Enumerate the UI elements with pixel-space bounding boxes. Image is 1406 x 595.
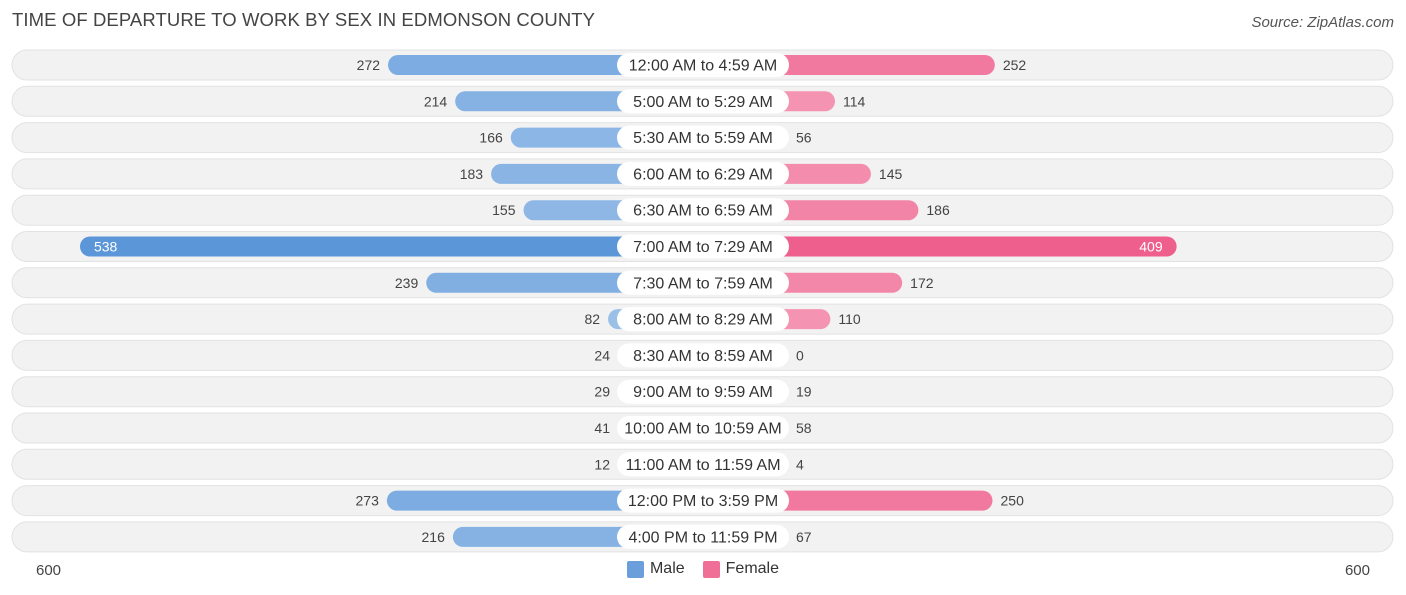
axis-right-label: 600 bbox=[1344, 562, 1370, 579]
category-pill bbox=[617, 89, 789, 114]
male-value-label: 183 bbox=[460, 166, 484, 182]
category-label: 10:00 AM to 10:59 AM bbox=[624, 421, 781, 438]
male-bar bbox=[79, 236, 704, 257]
male-value-label: 273 bbox=[356, 493, 380, 509]
female-value-label: 409 bbox=[1139, 239, 1163, 255]
category-label: 7:30 AM to 7:59 AM bbox=[633, 275, 773, 292]
legend-swatch-female bbox=[702, 560, 720, 578]
category-label: 8:00 AM to 8:29 AM bbox=[633, 312, 773, 329]
female-value-label: 0 bbox=[796, 347, 804, 363]
legend-item-female[interactable]: Female bbox=[702, 560, 780, 578]
legend-label-male: Male bbox=[649, 560, 685, 577]
female-value-label: 186 bbox=[926, 202, 950, 218]
category-label: 12:00 PM to 3:59 PM bbox=[628, 493, 778, 510]
female-value-label: 58 bbox=[796, 420, 812, 436]
female-bar bbox=[703, 236, 1177, 257]
category-label: 6:30 AM to 6:59 AM bbox=[633, 203, 773, 220]
category-pill bbox=[617, 379, 789, 404]
female-value-label: 56 bbox=[796, 130, 812, 146]
female-value-label: 252 bbox=[1003, 57, 1027, 73]
female-value-label: 110 bbox=[838, 311, 861, 327]
category-label: 11:00 AM to 11:59 AM bbox=[625, 457, 780, 474]
male-value-label: 216 bbox=[422, 529, 446, 545]
category-pill bbox=[617, 488, 789, 513]
legend-swatch-male bbox=[626, 560, 644, 578]
female-value-label: 67 bbox=[796, 529, 812, 545]
legend-label-female: Female bbox=[725, 560, 780, 577]
category-pill bbox=[617, 524, 789, 549]
male-value-label: 24 bbox=[594, 347, 610, 363]
category-label: 5:30 AM to 5:59 AM bbox=[633, 130, 773, 147]
legend: Male Female bbox=[0, 560, 1406, 578]
female-value-label: 172 bbox=[910, 275, 934, 291]
category-label: 8:30 AM to 8:59 AM bbox=[633, 348, 773, 365]
category-pill bbox=[617, 270, 789, 295]
male-value-label: 239 bbox=[395, 275, 419, 291]
category-label: 4:00 PM to 11:59 PM bbox=[628, 529, 777, 546]
source-label: Source: ZipAtlas.com bbox=[1251, 14, 1394, 31]
female-value-label: 114 bbox=[843, 93, 866, 109]
male-value-label: 29 bbox=[594, 384, 610, 400]
category-pill bbox=[617, 307, 789, 332]
male-value-label: 155 bbox=[492, 202, 516, 218]
category-pill bbox=[617, 234, 789, 259]
category-pill bbox=[617, 125, 789, 150]
male-value-label: 166 bbox=[479, 130, 503, 146]
male-value-label: 214 bbox=[424, 93, 448, 109]
male-value-label: 12 bbox=[594, 456, 610, 472]
chart-title: TIME OF DEPARTURE TO WORK BY SEX IN EDMO… bbox=[12, 9, 596, 30]
category-pill bbox=[617, 452, 789, 477]
category-label: 12:00 AM to 4:59 AM bbox=[629, 58, 778, 75]
category-label: 7:00 AM to 7:29 AM bbox=[633, 239, 773, 256]
axis-left-label: 600 bbox=[36, 562, 62, 579]
female-value-label: 250 bbox=[1001, 493, 1025, 509]
male-value-label: 82 bbox=[584, 311, 600, 327]
legend-item-male[interactable]: Male bbox=[626, 560, 685, 578]
category-pill bbox=[617, 53, 789, 77]
female-value-label: 145 bbox=[879, 166, 903, 182]
male-value-label: 538 bbox=[94, 239, 118, 255]
category-label: 9:00 AM to 9:59 AM bbox=[633, 384, 773, 401]
category-pill bbox=[617, 198, 789, 223]
category-pill bbox=[617, 416, 789, 440]
male-value-label: 41 bbox=[594, 420, 610, 436]
female-value-label: 4 bbox=[796, 456, 804, 472]
category-label: 6:00 AM to 6:29 AM bbox=[633, 166, 773, 183]
female-value-label: 19 bbox=[796, 384, 812, 400]
category-label: 5:00 AM to 5:29 AM bbox=[633, 94, 773, 111]
male-value-label: 272 bbox=[357, 57, 381, 73]
category-pill bbox=[617, 161, 789, 186]
category-pill bbox=[617, 343, 789, 368]
